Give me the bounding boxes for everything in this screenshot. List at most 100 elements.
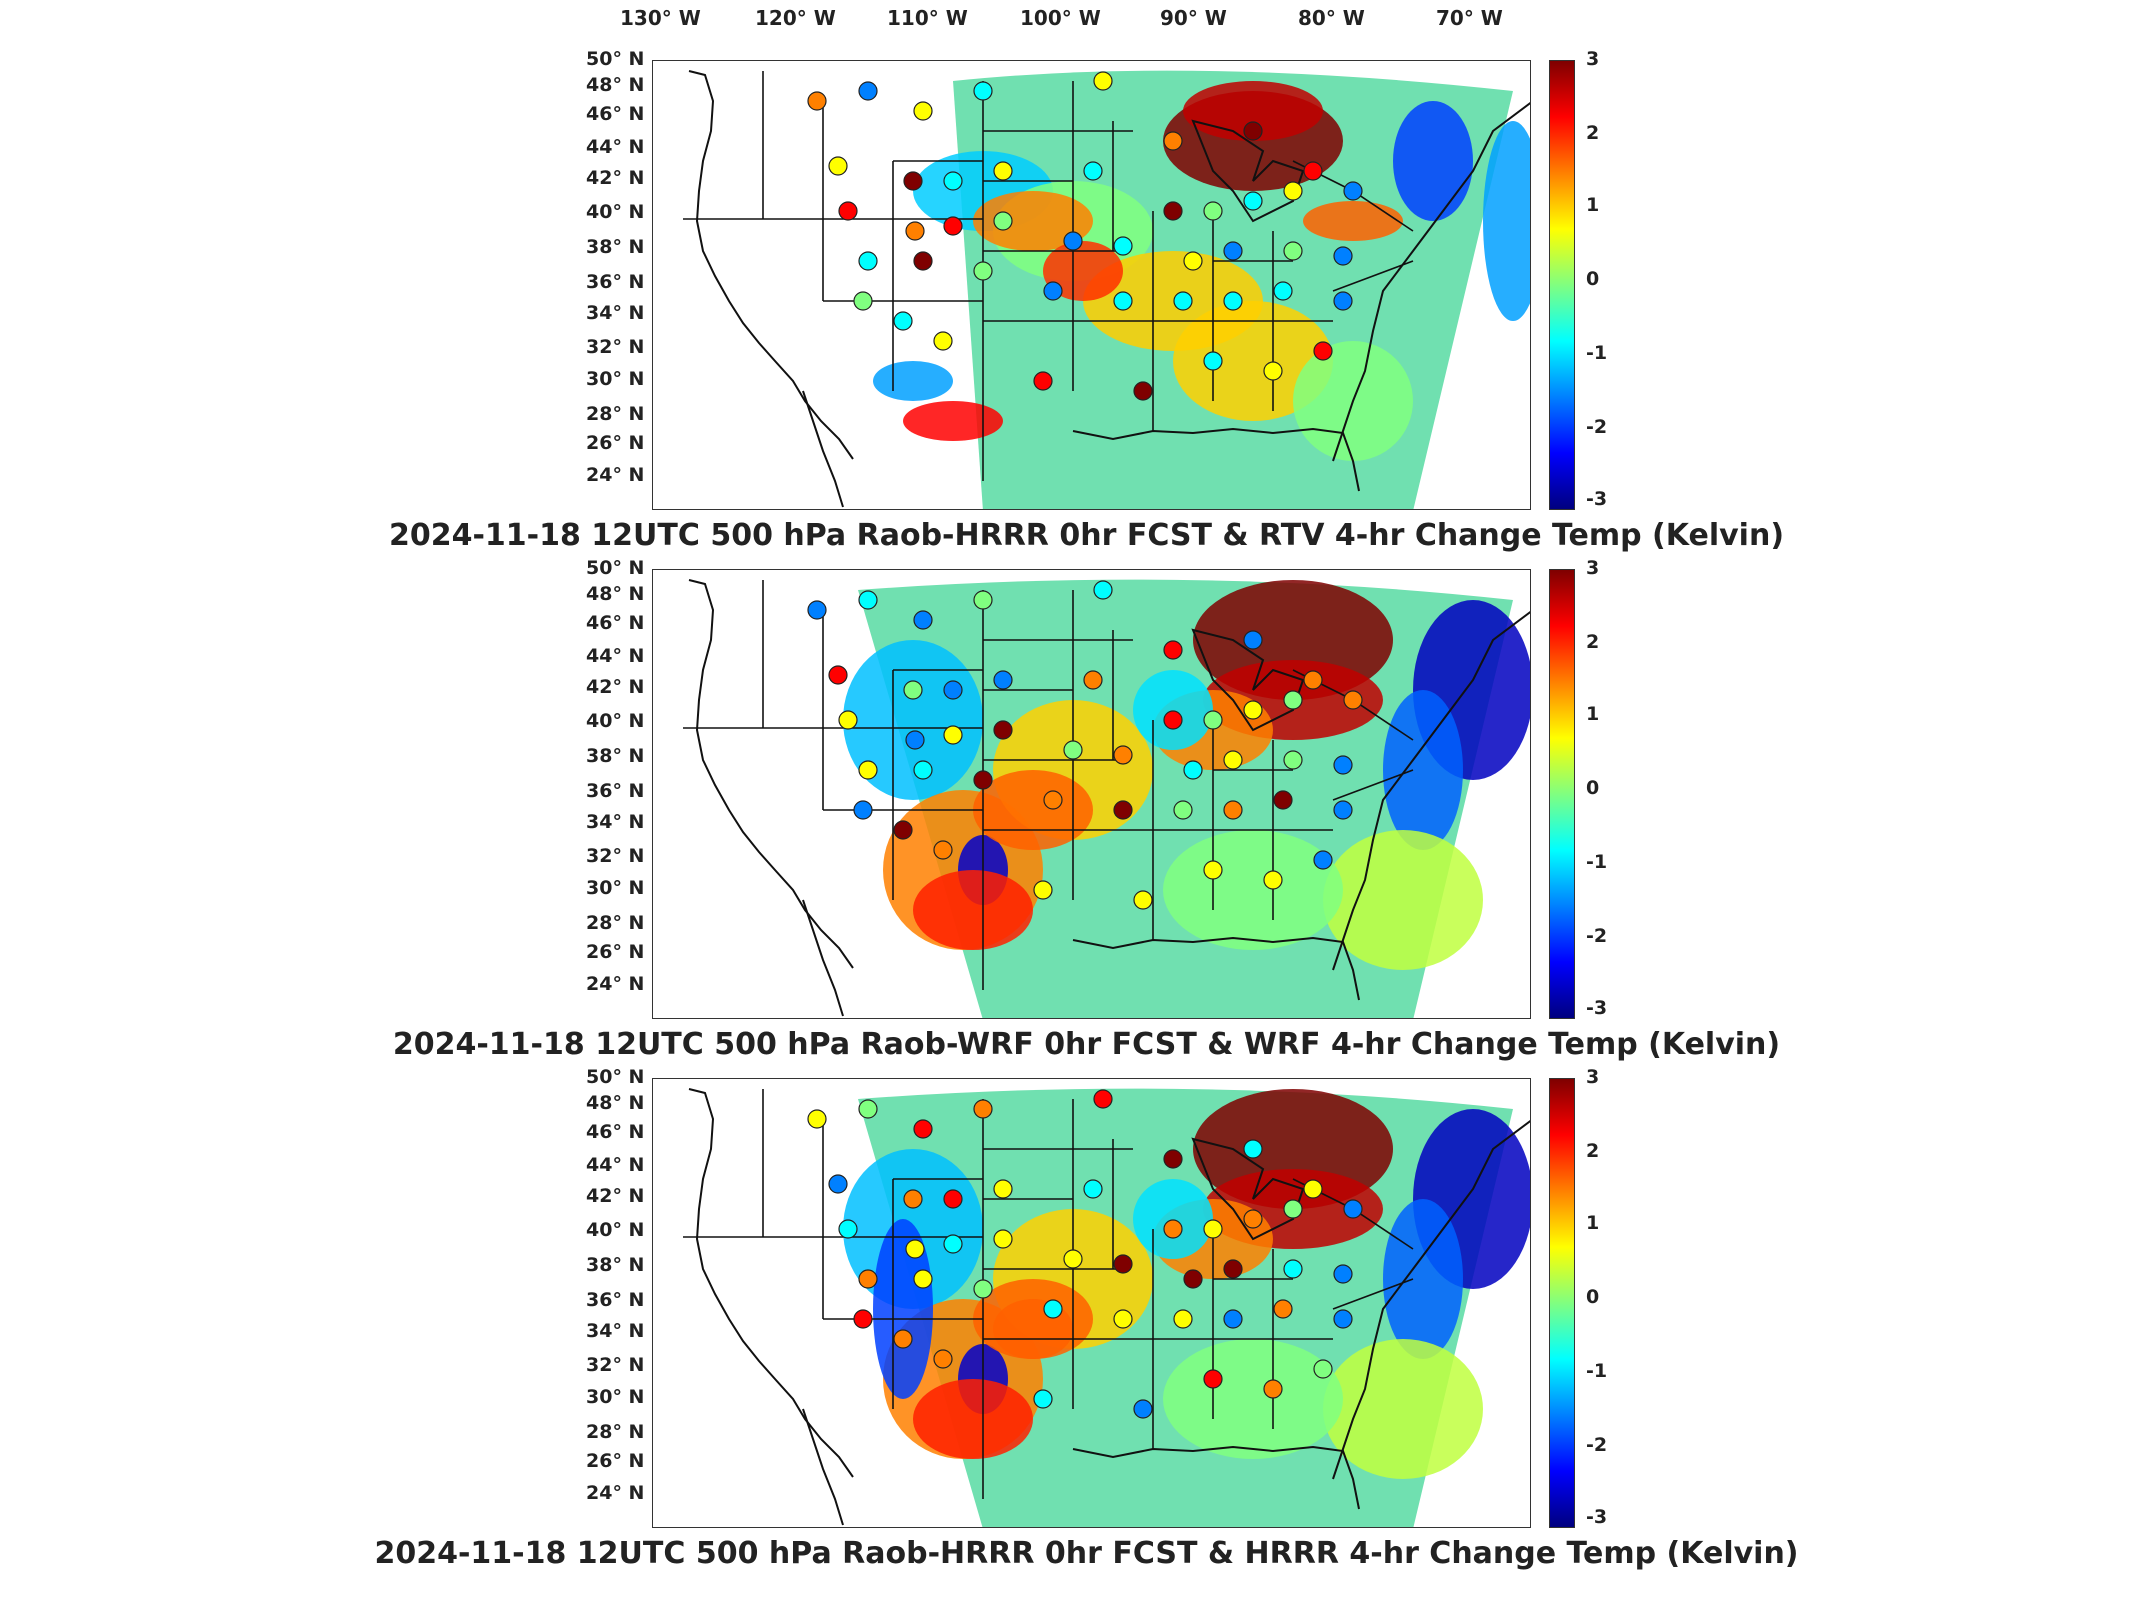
raob-stations <box>807 580 1363 910</box>
raob-station-marker <box>973 590 993 610</box>
raob-station-marker <box>1163 1219 1183 1239</box>
raob-station-marker <box>1243 121 1263 141</box>
baja-coastline <box>802 1408 844 1526</box>
lat-label: 44° N <box>586 645 645 667</box>
raob-station-marker <box>828 156 848 176</box>
lat-label: 26° N <box>586 941 645 963</box>
baja-coastline <box>802 899 844 1017</box>
panel-caption: 2024-11-18 12UTC 500 hPa Raob-HRRR 0hr F… <box>374 1536 1799 1571</box>
raob-station-marker <box>1223 1259 1243 1279</box>
lat-label: 40° N <box>586 201 645 223</box>
colorbar <box>1549 1078 1575 1528</box>
raob-station-marker <box>1283 241 1303 261</box>
raob-station-marker <box>838 201 858 221</box>
raob-station-marker <box>903 1189 923 1209</box>
map-svg <box>653 570 1530 1018</box>
raob-station-marker <box>1223 1309 1243 1329</box>
east-coastline <box>1332 101 1530 462</box>
raob-station-marker <box>973 81 993 101</box>
colorbar-tick-label: -2 <box>1586 925 1608 947</box>
raob-station-marker <box>1273 790 1293 810</box>
panel-caption: 2024-11-18 12UTC 500 hPa Raob-WRF 0hr FC… <box>392 1027 1781 1062</box>
raob-station-marker <box>973 261 993 281</box>
lat-label: 44° N <box>586 1154 645 1176</box>
raob-station-marker <box>1083 1179 1103 1199</box>
raob-station-marker <box>1203 710 1223 730</box>
gulf-coastline <box>1072 936 1360 1001</box>
lat-label: 46° N <box>586 612 645 634</box>
raob-station-marker <box>1163 201 1183 221</box>
raob-station-marker <box>1263 870 1283 890</box>
raob-station-marker <box>1343 181 1363 201</box>
panel-caption: 2024-11-18 12UTC 500 hPa Raob-HRRR 0hr F… <box>388 518 1785 553</box>
raob-station-marker <box>993 1179 1013 1199</box>
lat-label: 44° N <box>586 136 645 158</box>
colorbar-tick-label: -3 <box>1586 488 1608 510</box>
raob-station-marker <box>1163 640 1183 660</box>
temperature-change-map <box>652 569 1531 1019</box>
raob-station-marker <box>893 1329 913 1349</box>
raob-station-marker <box>1313 850 1333 870</box>
raob-station-marker <box>913 101 933 121</box>
raob-station-marker <box>1303 670 1323 690</box>
lon-label: 100° W <box>1020 6 1101 30</box>
baja-coastline <box>802 390 844 508</box>
raob-station-marker <box>1343 690 1363 710</box>
colorbar-tick-label: -3 <box>1586 1506 1608 1528</box>
raob-station-marker <box>1243 191 1263 211</box>
raob-station-marker <box>993 1229 1013 1249</box>
raob-station-marker <box>1203 201 1223 221</box>
raob-station-marker <box>905 1239 925 1259</box>
raob-stations <box>807 71 1363 401</box>
raob-station-marker <box>1113 236 1133 256</box>
east-coastline <box>1332 611 1530 971</box>
lat-label: 26° N <box>586 1450 645 1472</box>
colorbar-tick-label: 1 <box>1586 1212 1600 1234</box>
lat-label: 28° N <box>586 912 645 934</box>
lat-label: 36° N <box>586 1289 645 1311</box>
raob-station-marker <box>1113 1254 1133 1274</box>
raob-station-marker <box>1063 740 1083 760</box>
lat-label: 34° N <box>586 302 645 324</box>
raob-station-marker <box>893 820 913 840</box>
lon-label: 120° W <box>755 6 836 30</box>
gulf-coastline <box>1072 427 1360 492</box>
lat-label: 34° N <box>586 811 645 833</box>
lon-label: 110° W <box>887 6 968 30</box>
raob-station-marker <box>893 311 913 331</box>
raob-station-marker <box>828 1174 848 1194</box>
great-lakes-outline <box>1191 628 1305 732</box>
raob-station-marker <box>1173 1309 1193 1329</box>
raob-stations <box>807 1089 1363 1419</box>
raob-station-marker <box>1333 1309 1353 1329</box>
raob-station-marker <box>1263 1379 1283 1399</box>
raob-station-marker <box>1093 71 1113 91</box>
lat-label: 48° N <box>586 1092 645 1114</box>
colorbar-tick-label: 3 <box>1586 1066 1600 1088</box>
state-boundaries <box>683 580 1414 990</box>
raob-station-marker <box>1203 860 1223 880</box>
raob-station-marker <box>913 610 933 630</box>
raob-station-marker <box>943 725 963 745</box>
raob-station-marker <box>1303 1179 1323 1199</box>
temperature-change-map <box>652 1078 1531 1528</box>
colorbar <box>1549 569 1575 1019</box>
raob-station-marker <box>1183 251 1203 271</box>
lon-label: 90° W <box>1160 6 1227 30</box>
colorbar-tick-label: -1 <box>1586 342 1608 364</box>
raob-station-marker <box>943 1234 963 1254</box>
raob-station-marker <box>973 1279 993 1299</box>
raob-station-marker <box>1043 1299 1063 1319</box>
raob-station-marker <box>807 1109 827 1129</box>
raob-station-marker <box>1243 630 1263 650</box>
raob-station-marker <box>1343 1199 1363 1219</box>
lat-label: 48° N <box>586 583 645 605</box>
raob-station-marker <box>943 680 963 700</box>
raob-station-marker <box>973 1099 993 1119</box>
raob-station-marker <box>1173 800 1193 820</box>
raob-station-marker <box>1303 161 1323 181</box>
raob-station-marker <box>913 1119 933 1139</box>
raob-station-marker <box>1313 341 1333 361</box>
raob-station-marker <box>1263 361 1283 381</box>
raob-station-marker <box>1133 381 1153 401</box>
